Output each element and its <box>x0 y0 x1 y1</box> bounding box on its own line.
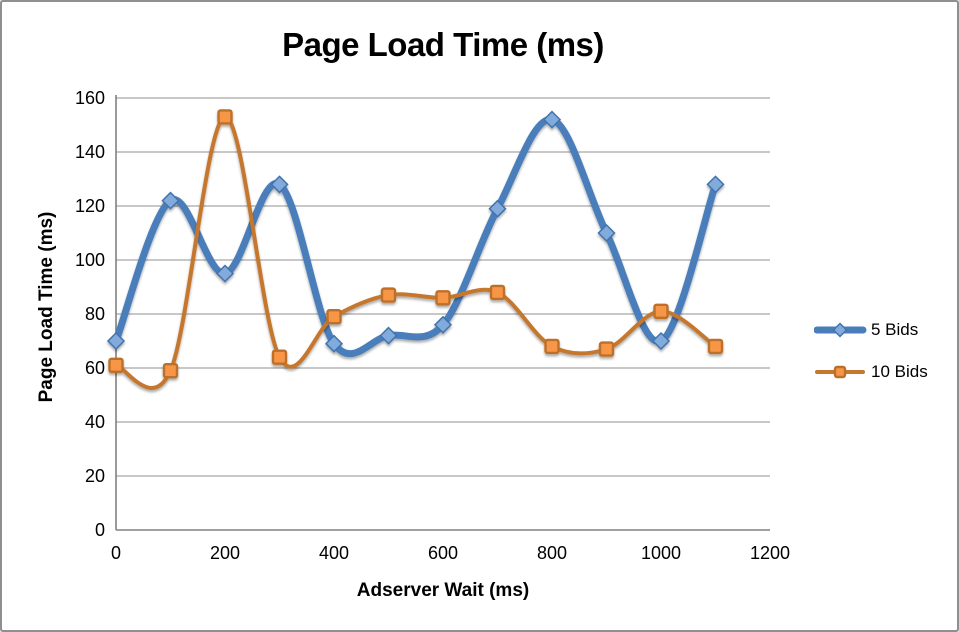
x-tick-label: 1200 <box>750 543 790 563</box>
x-tick-label: 400 <box>319 543 349 563</box>
y-tick-label: 40 <box>85 412 105 432</box>
x-axis-title: Adserver Wait (ms) <box>356 580 530 601</box>
data-point-marker <box>433 315 453 334</box>
data-point-marker <box>489 284 506 301</box>
data-point-marker <box>488 199 507 218</box>
y-tick-label: 60 <box>85 358 105 378</box>
data-point-marker <box>653 303 669 319</box>
data-point-marker <box>706 175 725 194</box>
data-point-marker <box>271 349 288 365</box>
legend: 5 Bids 10 Bids <box>814 320 928 382</box>
x-tick-label: 1000 <box>641 543 681 563</box>
data-point-marker <box>108 357 124 373</box>
data-point-marker <box>161 191 180 210</box>
y-tick-label: 140 <box>75 142 105 162</box>
x-tick-label: 800 <box>537 543 567 563</box>
y-tick-label: 120 <box>75 196 105 216</box>
data-point-marker <box>597 223 616 243</box>
data-point-marker <box>435 290 451 306</box>
legend-label: 10 Bids <box>871 362 928 381</box>
gridlines <box>116 97 770 477</box>
data-point-marker <box>707 338 724 355</box>
legend-line-square-marker-icon <box>815 365 865 379</box>
legend-line-diamond-marker-icon <box>814 322 867 338</box>
x-tick-label: 200 <box>210 543 240 563</box>
data-point-marker <box>542 110 562 129</box>
data-point-marker <box>324 334 344 353</box>
y-tick-label: 80 <box>85 304 105 324</box>
data-point-marker <box>215 264 235 283</box>
data-point-marker <box>380 287 397 303</box>
series-10-bids <box>108 109 724 390</box>
y-axis-title: Page Load Time (ms) <box>36 211 57 403</box>
data-point-marker <box>217 109 233 125</box>
data-point-marker <box>379 326 398 345</box>
y-tick-label: 0 <box>95 520 105 540</box>
x-tick-label: 0 <box>111 543 121 563</box>
data-point-marker <box>162 363 179 379</box>
data-point-marker <box>832 322 848 338</box>
y-tick-label: 100 <box>75 250 105 270</box>
tick-labels: 0 20 40 60 80 100 120 140 160 0 200 400 600 800 1000 12… <box>75 88 790 563</box>
legend-item-5-bids: 5 Bids <box>814 320 928 340</box>
legend-label: 5 Bids <box>871 320 919 339</box>
data-point-marker <box>544 338 560 355</box>
series-line <box>112 116 719 358</box>
legend-item-10-bids: 10 Bids <box>814 362 928 382</box>
y-tick-label: 20 <box>85 466 105 486</box>
data-point-marker <box>651 331 671 351</box>
data-point-marker <box>833 365 847 379</box>
series-5-bids <box>106 110 725 358</box>
chart-title: Page Load Time (ms) <box>282 26 604 63</box>
y-tick-label: 160 <box>75 88 105 108</box>
data-point-marker <box>270 175 289 194</box>
x-tick-label: 600 <box>428 543 458 563</box>
data-point-marker <box>326 309 342 325</box>
data-point-marker <box>106 331 126 351</box>
data-point-marker <box>598 341 615 357</box>
